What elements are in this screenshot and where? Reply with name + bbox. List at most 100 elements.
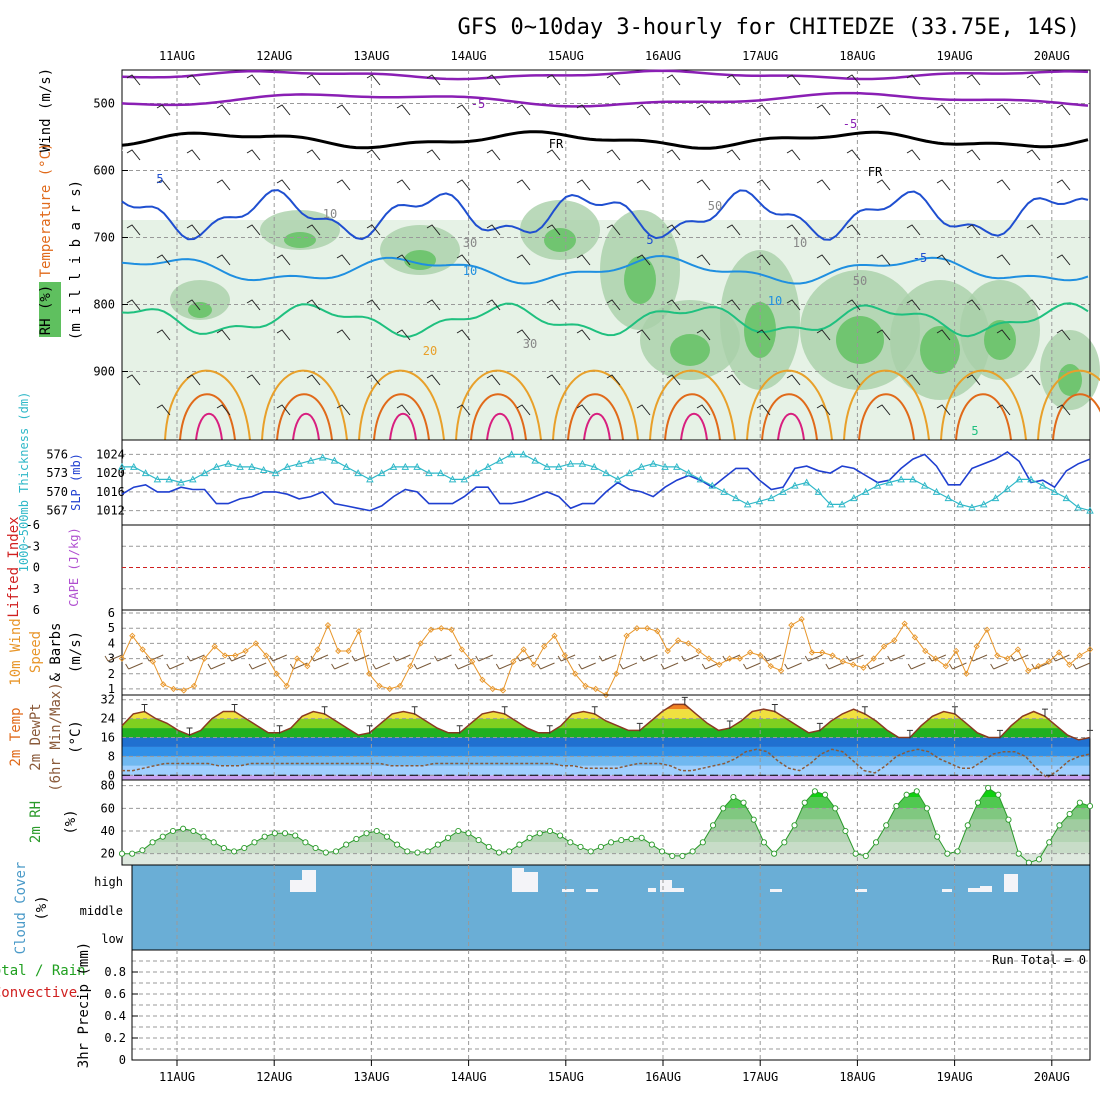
rh-point xyxy=(220,844,227,852)
y-tick-label: 2 xyxy=(108,667,115,681)
y-axis-label: 2m Temp xyxy=(8,707,24,766)
wind-speed-point xyxy=(335,647,342,655)
thickness-point xyxy=(531,456,539,464)
wind-barb xyxy=(557,654,576,662)
thickness-point xyxy=(366,475,374,483)
isotherm-line xyxy=(121,189,1089,241)
wind-barb xyxy=(756,254,771,266)
wind-barb xyxy=(246,74,261,86)
thickness-point xyxy=(224,459,233,467)
wind-barb xyxy=(246,149,261,161)
wind-barb xyxy=(666,374,681,386)
thickness-point xyxy=(602,469,610,477)
x-axis-bottom: 11AUG 12AUG 13AUG 14AUG 15AUG 16AUG 17AUG 18AUG… xyxy=(159,1060,1070,1084)
thickness-point xyxy=(720,487,728,495)
wind-barb xyxy=(906,299,921,311)
wind-barb xyxy=(816,329,831,341)
wind-speed-point xyxy=(263,652,270,659)
wind-speed-point xyxy=(160,681,167,688)
wind-barb xyxy=(846,149,861,161)
wind-barb xyxy=(1026,374,1041,386)
wind-speed-point xyxy=(273,670,280,677)
wind-barb xyxy=(887,654,905,662)
rh-point xyxy=(394,841,401,848)
temp-minmax-bar xyxy=(816,722,823,732)
wind-barb xyxy=(936,329,951,341)
thickness-point xyxy=(861,487,870,495)
cloud-gap xyxy=(524,872,538,892)
slp-thickness-panel: 1024 1020 1016 1012 576 573 570 567 xyxy=(46,439,1094,526)
thickness-point xyxy=(767,494,776,502)
y-tick-label: 20 xyxy=(101,847,115,861)
wind-barb xyxy=(126,149,141,161)
wind-speed-point xyxy=(190,682,198,690)
rh-point xyxy=(791,822,798,829)
rh-point xyxy=(434,841,441,848)
isotherm-label: FR xyxy=(549,137,564,151)
wind-barb xyxy=(216,254,231,266)
rh-point xyxy=(455,827,462,835)
wind-barb xyxy=(696,254,711,266)
isotherm-label: 10 xyxy=(323,207,337,221)
wind-barb xyxy=(866,662,885,670)
wind-barb xyxy=(876,104,891,116)
wind-barb xyxy=(876,329,891,341)
wind-speed-point xyxy=(530,661,538,668)
wind-barb xyxy=(726,374,741,386)
isotherm-line xyxy=(1052,393,1100,441)
rh-point xyxy=(312,844,319,852)
wind-speed-point xyxy=(252,640,260,647)
thickness-point xyxy=(850,494,858,502)
wind-barb xyxy=(186,299,201,311)
isotherm-line xyxy=(121,136,1089,154)
wind-barb xyxy=(636,329,651,341)
wind-speed-point xyxy=(891,637,898,644)
rh-point xyxy=(720,805,727,812)
thickness-point xyxy=(909,475,917,483)
wind-barb xyxy=(372,662,390,670)
wind-barb xyxy=(636,254,651,266)
wind-speed-point xyxy=(304,663,311,670)
wind-barb xyxy=(576,329,591,341)
wind-speed-point xyxy=(438,625,445,632)
isotherm-label: -5 xyxy=(843,117,857,131)
x-axis-top: 11AUG 12AUG 13AUG 14AUG 15AUG 16AUG 17AUG 18AUG… xyxy=(159,49,1070,63)
wind-barb xyxy=(906,149,921,161)
rh-point xyxy=(811,788,818,795)
rh-point xyxy=(557,832,564,839)
x-tick-label-top: 16AUG xyxy=(645,49,681,63)
wind-barb xyxy=(1056,254,1071,266)
wind-speed-point xyxy=(386,685,393,693)
x-tick-label-bottom: 19AUG xyxy=(937,1070,973,1084)
wind-barb xyxy=(486,224,501,236)
wind-speed-point xyxy=(417,640,424,647)
rh-point xyxy=(424,848,431,855)
temp-minmax-bar xyxy=(456,725,463,734)
rh-point xyxy=(730,793,737,801)
wind-speed-point xyxy=(283,682,290,690)
wind-speed-point xyxy=(232,652,239,659)
y-axis-label: Temperature (°C) xyxy=(38,143,54,278)
wind-speed-point xyxy=(541,643,548,650)
panel-frame xyxy=(121,609,1091,696)
isotherm-line xyxy=(121,254,1089,285)
rh-point xyxy=(781,839,788,846)
temp-minmax-bar xyxy=(681,696,688,706)
wind-barb xyxy=(306,74,321,86)
thickness-point xyxy=(590,462,598,470)
wind-barb xyxy=(696,104,711,116)
isotherm-line xyxy=(121,91,1089,108)
wind-barb xyxy=(756,404,771,416)
wind-barb xyxy=(516,404,531,416)
cloud-gap xyxy=(855,889,867,892)
wind-barb xyxy=(546,149,561,161)
rh-point xyxy=(506,848,513,855)
thickness-point xyxy=(342,462,351,470)
rh-point xyxy=(261,833,268,840)
isotherm-line xyxy=(121,130,1089,150)
wind-barb xyxy=(576,404,591,416)
thickness-point xyxy=(555,462,563,470)
wind-barb xyxy=(578,662,596,670)
wind-barb xyxy=(726,74,741,86)
wind-barb xyxy=(186,374,201,386)
